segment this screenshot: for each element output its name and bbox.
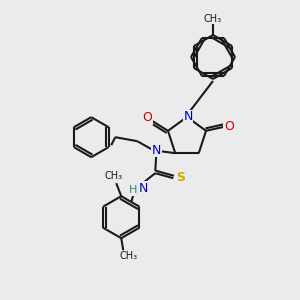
Text: S: S (176, 171, 185, 184)
Text: N: N (183, 110, 193, 124)
Text: H: H (129, 185, 137, 195)
Text: CH₃: CH₃ (104, 171, 122, 181)
Text: CH₃: CH₃ (204, 14, 222, 24)
Text: CH₃: CH₃ (119, 251, 137, 261)
Text: O: O (142, 111, 152, 124)
Text: N: N (139, 182, 148, 195)
Text: N: N (152, 144, 161, 157)
Text: O: O (224, 120, 234, 133)
